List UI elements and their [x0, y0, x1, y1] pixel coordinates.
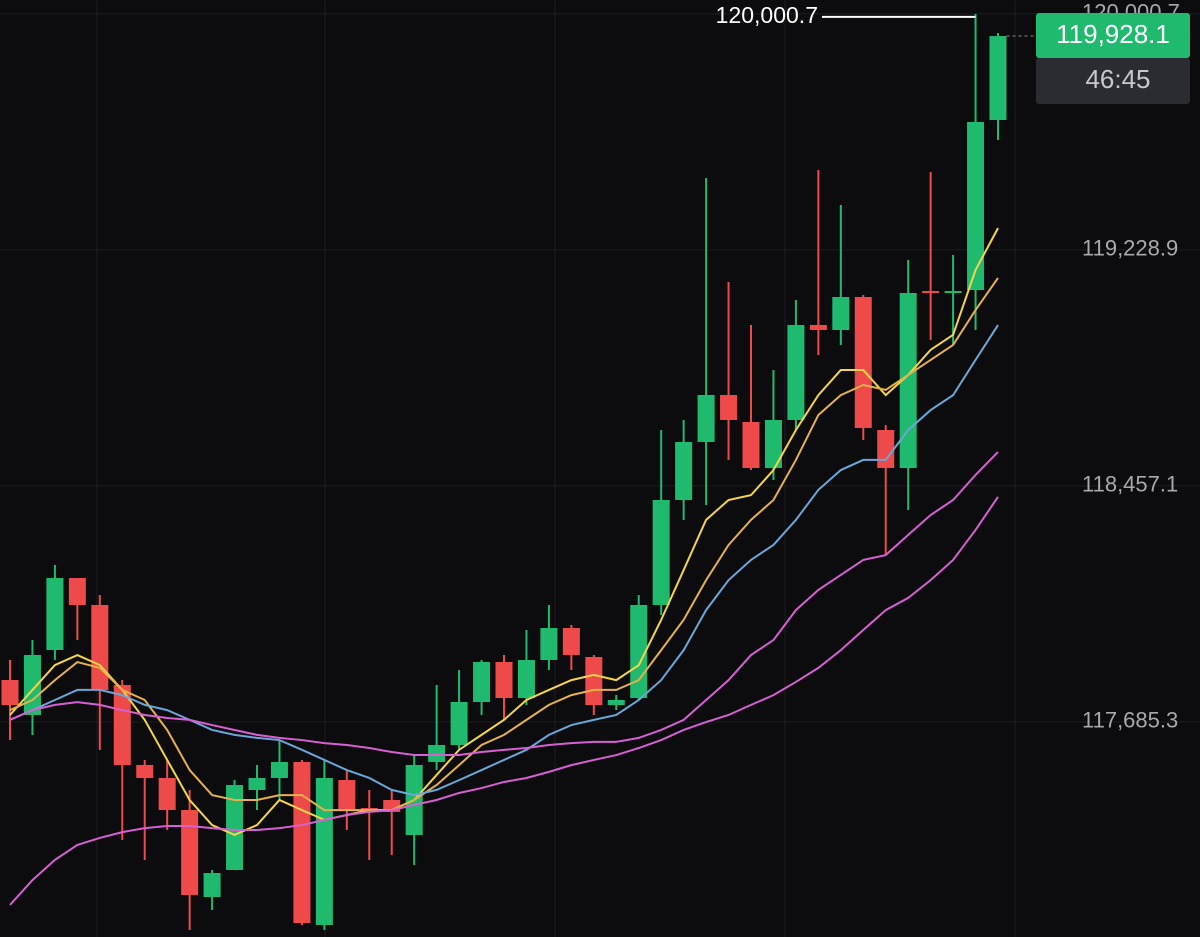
last-price-box	[1036, 13, 1190, 59]
candle-body	[540, 628, 558, 660]
moving-average-line	[9, 451, 999, 757]
candle-body	[158, 778, 176, 810]
candle-body	[315, 778, 333, 925]
candle-body	[383, 799, 401, 812]
candle-body	[742, 421, 760, 469]
candle-body	[899, 292, 917, 469]
candle-body	[473, 661, 491, 702]
max-marker-label: 120,000.7	[716, 2, 818, 28]
candle-body	[764, 419, 782, 469]
candle-body	[1, 679, 19, 706]
candle-body	[450, 701, 468, 745]
moving-average-line	[9, 324, 999, 797]
candle-body	[517, 659, 535, 699]
candle-body	[854, 297, 872, 429]
candle-body	[585, 657, 603, 706]
candle-body	[967, 121, 985, 290]
candle-body	[652, 499, 670, 605]
moving-average-line	[9, 277, 999, 812]
candle-body	[495, 661, 513, 699]
candle-body	[136, 764, 154, 779]
candle-body	[809, 324, 827, 330]
candle-body	[607, 699, 625, 706]
candle-body	[248, 778, 266, 790]
candle-body	[675, 441, 693, 500]
candle-body	[877, 429, 895, 469]
candle-body	[293, 761, 311, 923]
candle-body	[697, 394, 715, 442]
last-price-label: 119,928.1	[1056, 19, 1170, 49]
candle-body	[562, 628, 580, 655]
candle-body	[989, 36, 1007, 120]
candle-body	[68, 578, 86, 605]
y-tick-label: 117,685.3	[1082, 708, 1178, 733]
countdown-label: 46:45	[1085, 64, 1150, 94]
candle-body	[91, 604, 109, 690]
candle-body	[922, 291, 940, 294]
candle-body	[113, 684, 131, 765]
candle-body	[338, 779, 356, 810]
candle-body	[428, 744, 446, 762]
candle-body	[181, 809, 199, 895]
candle-body	[23, 654, 41, 715]
moving-average-line	[9, 496, 999, 906]
candle-body	[203, 872, 221, 898]
candle-body	[944, 291, 962, 294]
candle-body	[46, 578, 64, 650]
candle-body	[720, 394, 738, 420]
candle-body	[832, 297, 850, 330]
y-tick-label: 119,228.9	[1082, 236, 1178, 261]
candle-body	[787, 324, 805, 420]
candle-body	[270, 761, 288, 779]
countdown-box	[1036, 58, 1190, 105]
y-tick-label: 118,457.1	[1082, 472, 1178, 497]
moving-average-line	[9, 227, 999, 836]
candle-body	[226, 784, 244, 870]
